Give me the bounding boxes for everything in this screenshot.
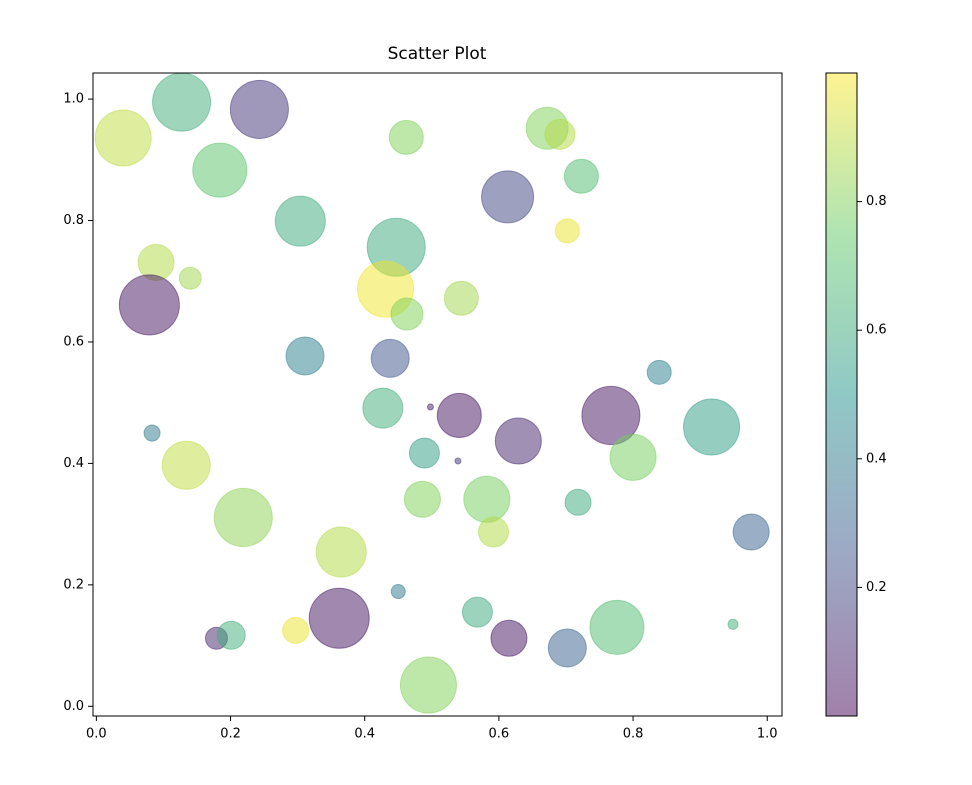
x-tick-label: 0.8	[623, 727, 644, 742]
point	[216, 620, 246, 650]
colorbar-tick-label: 0.6	[866, 323, 887, 338]
point	[315, 526, 367, 578]
point	[408, 437, 440, 469]
point	[554, 218, 580, 244]
colorbar-tick-label: 0.2	[866, 580, 887, 595]
point	[727, 618, 739, 630]
point	[388, 119, 424, 155]
point	[463, 475, 511, 523]
colorbar-tick-label: 0.4	[866, 451, 887, 466]
point	[443, 280, 479, 316]
x-tick-label: 0.0	[86, 727, 107, 742]
point	[362, 387, 404, 429]
colorbar-tick-label: 0.8	[866, 194, 887, 209]
point	[478, 516, 510, 548]
point	[308, 587, 370, 649]
point	[94, 109, 152, 167]
chart-title: Scatter Plot	[388, 44, 487, 64]
point	[390, 297, 424, 331]
point	[426, 403, 434, 411]
point	[390, 584, 406, 600]
x-tick-label: 0.4	[354, 727, 375, 742]
point	[494, 417, 542, 465]
point	[436, 392, 482, 438]
point	[285, 336, 325, 376]
point	[581, 385, 641, 445]
point	[454, 457, 462, 465]
point	[403, 480, 441, 518]
x-tick-label: 0.2	[220, 727, 241, 742]
point	[143, 424, 161, 442]
point	[152, 72, 212, 132]
point	[732, 513, 770, 551]
y-tick-label: 0.8	[63, 213, 84, 228]
point	[544, 118, 576, 150]
x-tick-label: 1.0	[757, 727, 778, 742]
y-tick-label: 1.0	[63, 92, 84, 107]
point	[490, 619, 528, 657]
point	[481, 170, 535, 224]
point	[229, 79, 289, 139]
y-tick-label: 0.0	[63, 699, 84, 714]
point	[646, 359, 672, 385]
plot-frame	[92, 72, 783, 717]
point	[178, 266, 202, 290]
point	[683, 398, 741, 456]
point	[609, 433, 657, 481]
point	[213, 487, 273, 547]
x-tick-label: 0.6	[489, 727, 510, 742]
y-tick-label: 0.4	[63, 456, 84, 471]
point	[161, 440, 211, 490]
point	[563, 158, 599, 194]
y-tick-label: 0.2	[63, 577, 84, 592]
colorbar	[825, 72, 858, 717]
point	[274, 195, 326, 247]
point	[370, 338, 410, 378]
point	[564, 488, 592, 516]
point	[399, 656, 457, 714]
point	[461, 596, 493, 628]
point	[192, 142, 248, 198]
point	[282, 616, 310, 644]
point	[589, 599, 645, 655]
point	[547, 628, 587, 668]
y-tick-label: 0.6	[63, 334, 84, 349]
point	[118, 274, 180, 336]
